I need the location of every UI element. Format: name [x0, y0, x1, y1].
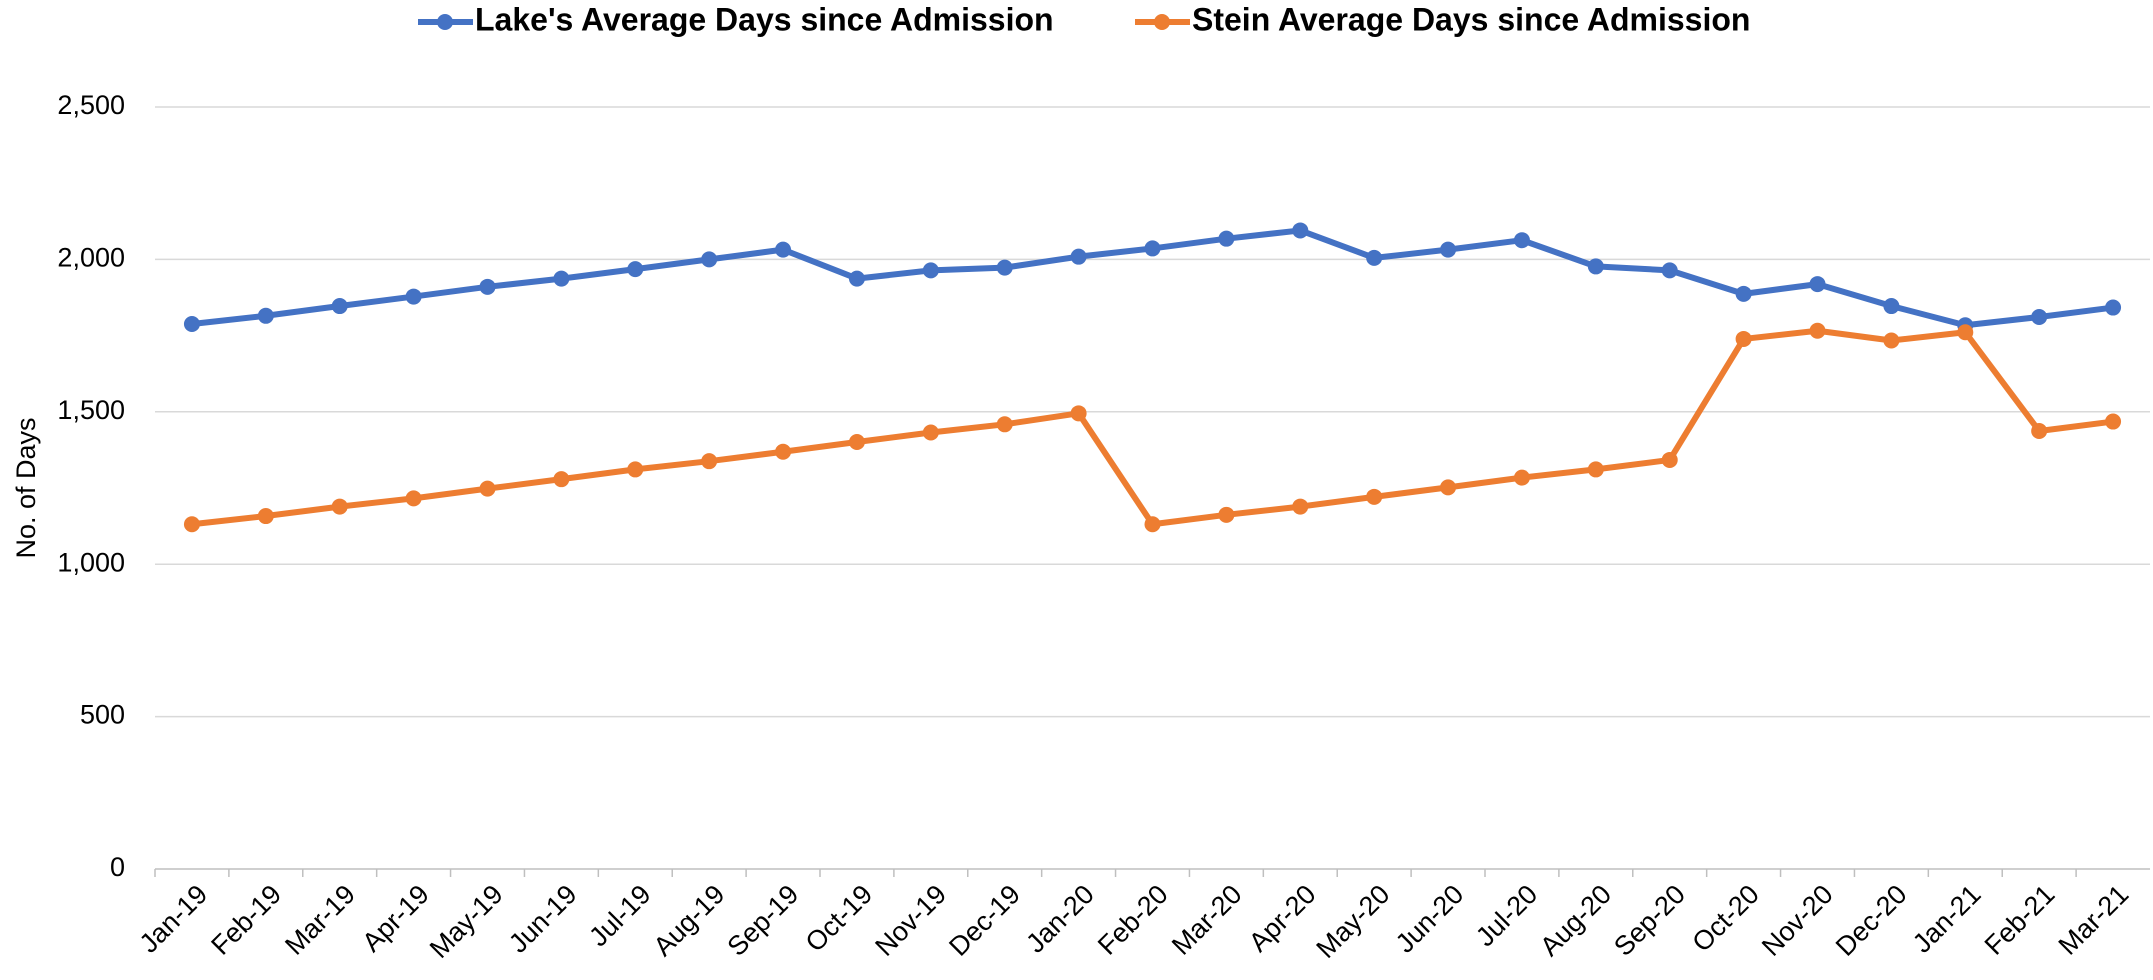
- x-tick-label: Jan-21: [1907, 879, 1987, 959]
- x-tick-label: Jun-19: [503, 879, 583, 959]
- data-point: [701, 251, 718, 268]
- data-point: [1218, 506, 1235, 523]
- data-point: [2105, 299, 2122, 316]
- x-tick-label: May-19: [424, 879, 509, 964]
- y-tick-label: 2,000: [57, 243, 125, 273]
- data-point: [1144, 516, 1161, 533]
- data-point: [1218, 230, 1235, 247]
- data-point: [1883, 332, 1900, 349]
- data-point: [848, 433, 865, 450]
- data-point: [1587, 461, 1604, 478]
- data-point: [553, 471, 570, 488]
- data-point: [479, 278, 496, 295]
- x-tick-label: Sep-19: [722, 879, 805, 962]
- data-point: [1366, 488, 1383, 505]
- data-point: [1292, 498, 1309, 515]
- x-tick-label: Jul-19: [583, 879, 656, 952]
- data-point: [479, 480, 496, 497]
- x-tick-label: Oct-19: [800, 879, 879, 958]
- series-line: [191, 327, 2114, 528]
- x-tick-label: May-20: [1311, 879, 1396, 964]
- legend-swatch-dot: [1154, 14, 1170, 30]
- x-tick-label: Mar-20: [1166, 879, 1248, 961]
- data-point: [922, 424, 939, 441]
- x-tick-label: Feb-20: [1092, 879, 1174, 961]
- data-point: [1366, 249, 1383, 266]
- data-point: [1735, 285, 1752, 302]
- data-point: [183, 516, 200, 533]
- data-point: [2031, 309, 2048, 326]
- data-point: [1513, 232, 1530, 249]
- y-tick-label: 500: [80, 700, 125, 730]
- data-point: [183, 316, 200, 333]
- data-point: [1144, 240, 1161, 257]
- data-point: [1440, 479, 1457, 496]
- y-tick-label: 0: [110, 852, 125, 882]
- x-tick-label: Nov-20: [1756, 879, 1839, 962]
- data-point: [1587, 258, 1604, 275]
- x-tick-label: Jul-20: [1470, 879, 1543, 952]
- data-point: [1513, 469, 1530, 486]
- data-point: [331, 298, 348, 315]
- x-tick-label: Feb-21: [1979, 879, 2061, 961]
- data-point: [257, 307, 274, 324]
- data-point: [1292, 222, 1309, 239]
- data-point: [775, 443, 792, 460]
- x-tick-label: Apr-19: [356, 879, 435, 958]
- data-point: [331, 498, 348, 515]
- data-point: [1661, 451, 1678, 468]
- legend-label: Stein Average Days since Admission: [1192, 1, 1750, 37]
- data-point: [1809, 276, 1826, 293]
- x-tick-label: Aug-19: [648, 879, 731, 962]
- data-point: [627, 261, 644, 278]
- data-point: [1070, 248, 1087, 265]
- y-tick-label: 2,500: [57, 90, 125, 120]
- x-tick-label: Nov-19: [869, 879, 952, 962]
- data-point: [2031, 423, 2048, 440]
- x-tick-label: Mar-19: [279, 879, 361, 961]
- x-tick-label: Mar-21: [2053, 879, 2135, 961]
- data-point: [1440, 241, 1457, 258]
- data-point: [1957, 324, 1974, 341]
- x-tick-label: Dec-19: [943, 879, 1026, 962]
- data-point: [701, 453, 718, 470]
- data-point: [1661, 262, 1678, 279]
- data-point: [775, 241, 792, 258]
- data-point: [1070, 405, 1087, 422]
- data-point: [257, 508, 274, 525]
- y-tick-label: 1,000: [57, 547, 125, 577]
- x-tick-label: Dec-20: [1830, 879, 1913, 962]
- x-tick-label: Apr-20: [1243, 879, 1322, 958]
- x-tick-label: Sep-20: [1608, 879, 1691, 962]
- legend-label: Lake's Average Days since Admission: [475, 1, 1054, 37]
- x-tick-label: Jan-20: [1020, 879, 1100, 959]
- x-tick-label: Oct-20: [1686, 879, 1765, 958]
- x-tick-label: Feb-19: [205, 879, 287, 961]
- y-tick-label: 1,500: [57, 395, 125, 425]
- data-point: [627, 461, 644, 478]
- data-point: [405, 288, 422, 305]
- data-point: [1809, 322, 1826, 339]
- data-point: [1883, 298, 1900, 315]
- data-point: [1735, 330, 1752, 347]
- data-point: [553, 270, 570, 287]
- data-point: [922, 262, 939, 279]
- data-point: [996, 259, 1013, 276]
- x-tick-label: Jun-20: [1390, 879, 1470, 959]
- data-point: [996, 416, 1013, 433]
- legend-swatch-dot: [437, 14, 453, 30]
- data-point: [2105, 413, 2122, 430]
- x-tick-label: Aug-20: [1534, 879, 1617, 962]
- data-point: [848, 270, 865, 287]
- x-tick-label: Jan-19: [134, 879, 214, 959]
- data-point: [405, 490, 422, 507]
- y-axis-label: No. of Days: [11, 417, 41, 558]
